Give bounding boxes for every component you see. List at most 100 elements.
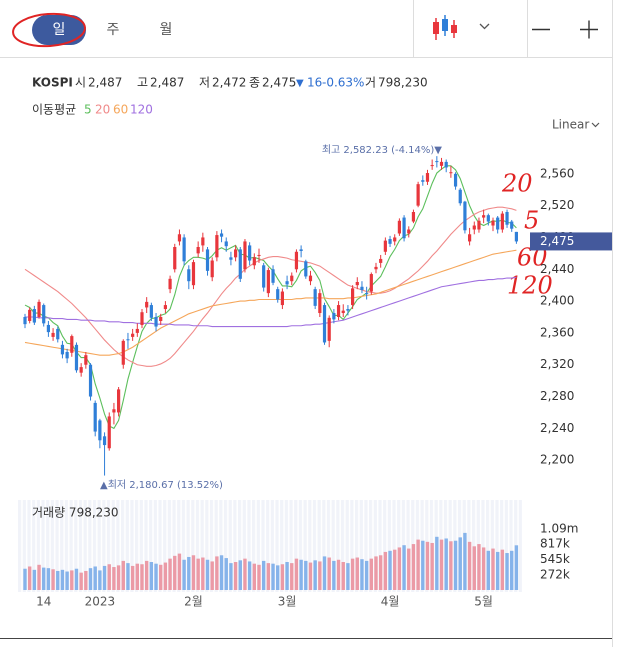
candle-body [28,309,32,321]
candle-body [308,275,313,282]
volume-bar [505,553,509,590]
hand-note: 120 [507,272,553,300]
candle-body [224,241,228,247]
candle-body [163,305,167,310]
last-price-tag [530,232,612,251]
volume-bar [463,532,467,590]
candle-body [397,220,401,234]
candle-body [355,282,359,286]
candle-body [336,305,341,317]
candle-body [285,281,289,285]
zoom-in[interactable] [580,20,598,39]
candle-body [280,291,284,306]
hand-note: 5 [524,207,539,235]
volume-bar [51,569,55,590]
candle-body [341,310,345,314]
candle-body [187,269,191,282]
volume-bar [313,560,317,590]
volume-bar [60,569,65,590]
volume-bar [201,557,205,590]
candle-body [383,240,387,252]
scale-chevron[interactable] [591,122,600,128]
candle-body [318,293,322,314]
chart-type-icon[interactable] [433,15,457,40]
volume-bar [23,568,27,590]
open-value: 2,487 [88,76,122,90]
candle-body [266,270,270,294]
candle-body [60,344,65,355]
candle-body [177,234,182,242]
candle-body [117,389,121,413]
volume-bar [27,566,32,590]
candle-body [173,247,177,270]
ma-line [25,276,517,328]
volume-bar [294,558,299,590]
volume-bar [219,555,224,590]
candle-body [472,225,476,230]
ma-legend-title: 이동평균 [32,103,76,117]
volume-bar [285,562,289,590]
volume-bar [491,548,495,590]
y-tick-label: 2,400 [540,294,574,308]
y-tick-label: 2,240 [540,421,574,435]
volume-bar [388,550,392,590]
volume-bar [107,564,111,590]
volume-bar [276,565,280,590]
candle-body [74,344,79,371]
min-annotation: ▲최저 2,180.67 (13.52%) [100,479,223,491]
volume-bar [149,562,154,590]
candle-body [407,229,411,234]
volume-bar [472,546,476,590]
tab-day[interactable]: 일 [53,22,66,38]
volume-bar [163,562,168,590]
scale-toggle[interactable]: Linear [552,118,589,132]
active-tab-pill[interactable] [32,15,86,45]
candle-body [37,301,41,317]
volume-bar [346,563,350,590]
volume-bar [191,555,196,590]
candle-body [332,313,336,320]
volume-bar [393,549,397,590]
volume-bar [196,558,200,590]
volume-value: 798,230 [378,76,428,90]
candle-body [514,231,518,242]
candle-body [435,161,439,163]
tab-month[interactable]: 월 [160,22,173,38]
candle-body [304,261,308,277]
last-price-label: 2,475 [540,234,574,248]
candle-body [252,257,256,266]
candle-body [313,289,317,306]
candle-body [271,269,275,283]
change-value: 16 [307,76,322,90]
candle-body [449,172,453,174]
volume-bar [495,551,500,590]
candle-body [491,220,495,226]
candle-body [374,266,378,270]
volume-bar [135,563,140,590]
close-value: 2,475 [262,76,296,90]
candle-body [421,180,425,182]
candle-body [453,173,458,187]
tab-week[interactable]: 주 [107,22,120,38]
y2-tick-label: 545k [540,552,570,566]
volume-bar [261,560,266,590]
candle-body [42,305,46,324]
volume-bar [364,560,369,590]
volume-bar [102,565,107,590]
volume-bar [514,545,519,590]
volume-bar [65,571,69,590]
candle-body [205,249,210,271]
candle-body [393,237,397,242]
candle-body [84,355,88,365]
candle-body [248,245,252,261]
volume-bar [425,541,430,590]
candle-body [411,212,416,222]
volume-bar [37,564,41,590]
dropdown-chevron[interactable] [479,23,490,30]
candle-body [294,251,299,270]
volume-bar [126,563,130,590]
candle-body [234,249,238,258]
volume-bar [355,557,359,590]
volume-bar [243,558,247,590]
volume-bar [116,565,121,590]
